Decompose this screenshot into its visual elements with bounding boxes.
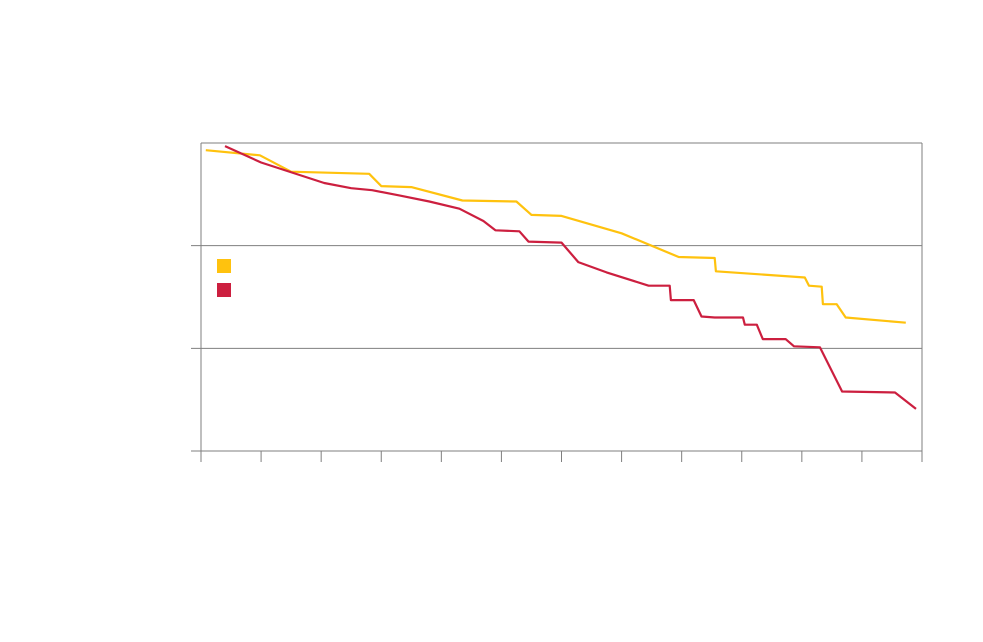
series-lines	[205, 145, 917, 410]
legend-swatch-2	[217, 283, 231, 297]
series-line-2	[224, 145, 917, 410]
legend-swatch-1	[217, 259, 231, 273]
legend	[217, 259, 231, 297]
series-line-1	[205, 149, 906, 324]
axes	[191, 143, 923, 462]
gridlines	[191, 142, 922, 349]
